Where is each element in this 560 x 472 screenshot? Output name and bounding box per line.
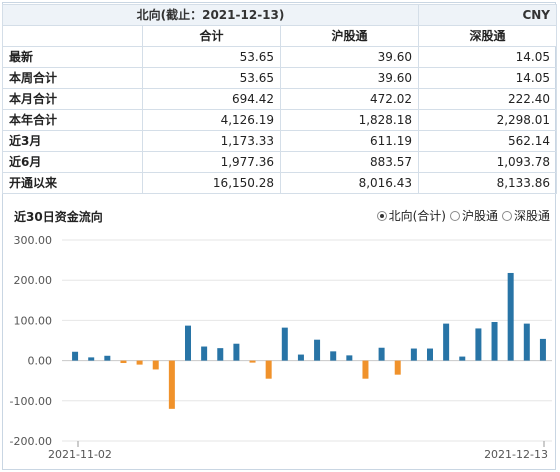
cell-shanghai: 1,828.18 [280, 109, 419, 131]
chart-bar [314, 339, 321, 361]
cell-shanghai: 472.02 [280, 88, 419, 110]
series-selector: 北向(合计) 沪股通 深股通 [376, 207, 550, 224]
chart-bar [104, 355, 111, 361]
chart-bar [330, 351, 337, 361]
column-header-shenzhen: 深股通 [418, 25, 557, 47]
cell-total: 1,173.33 [142, 130, 281, 152]
currency-label: CNY [418, 4, 557, 26]
chart-bar [217, 348, 224, 361]
chart-bar [249, 360, 256, 363]
column-header-shanghai: 沪股通 [280, 25, 419, 47]
x-tick-label-end: 2021-12-13 [484, 448, 548, 461]
chart-bar [346, 355, 353, 361]
table-row: 近3月 1,173.33 611.19 562.14 [2, 130, 557, 152]
table-row: 开通以来 16,150.28 8,016.43 8,133.86 [2, 172, 557, 194]
radio-icon[interactable] [501, 210, 512, 221]
chart-grid [62, 239, 552, 442]
table-row: 近6月 1,977.36 883.57 1,093.78 [2, 151, 557, 173]
cell-shanghai: 39.60 [280, 67, 419, 89]
chart-bar [265, 360, 272, 379]
cell-shenzhen: 1,093.78 [418, 151, 557, 173]
flow-table: 北向(截止：2021-12-13) CNY 合计 沪股通 深股通 最新 53.6… [2, 4, 557, 194]
chart-bar [491, 322, 498, 361]
cell-shanghai: 611.19 [280, 130, 419, 152]
chart-bar [88, 357, 95, 361]
row-label: 本年合计 [2, 109, 143, 131]
cell-shenzhen: 222.40 [418, 88, 557, 110]
chart-bar [297, 354, 304, 361]
cell-shenzhen: 14.05 [418, 67, 557, 89]
cell-shanghai: 39.60 [280, 46, 419, 68]
chart-bar [378, 347, 385, 361]
chart-bar [443, 323, 450, 361]
y-tick-label: 100.00 [14, 314, 53, 327]
radio-selected-icon[interactable] [376, 210, 387, 221]
cell-total: 53.65 [142, 46, 281, 68]
cell-total: 4,126.19 [142, 109, 281, 131]
chart-bar [427, 348, 433, 361]
chart-bar [185, 325, 191, 361]
chart-bars [72, 272, 546, 409]
x-axis: 2021-11-02 2021-12-13 [48, 441, 548, 461]
flow-bar-chart: 300.00 200.00 100.00 0.00 -100.00 -200.00 202… [10, 234, 552, 461]
chart-bar [410, 348, 417, 361]
chart-bar [523, 323, 530, 361]
row-label: 最新 [2, 46, 143, 68]
cell-total: 16,150.28 [142, 172, 281, 194]
chart-bar [507, 272, 514, 361]
cell-shenzhen: 2,298.01 [418, 109, 557, 131]
column-header-empty [2, 25, 143, 47]
option-northbound-total[interactable]: 北向(合计) [376, 207, 446, 224]
y-tick-label: -200.00 [10, 435, 52, 448]
cell-total: 53.65 [142, 67, 281, 89]
column-header-row: 合计 沪股通 深股通 [2, 25, 557, 47]
option-label: 深股通 [513, 209, 550, 223]
cell-shenzhen: 562.14 [418, 130, 557, 152]
cell-total: 1,977.36 [142, 151, 281, 173]
option-shanghai-connect[interactable]: 沪股通 [449, 207, 498, 224]
chart-bar [201, 346, 208, 361]
cell-shanghai: 8,016.43 [280, 172, 419, 194]
option-shenzhen-connect[interactable]: 深股通 [501, 207, 550, 224]
y-tick-label: -100.00 [10, 395, 52, 408]
option-label: 沪股通 [461, 209, 498, 223]
y-tick-label: 0.00 [28, 355, 53, 368]
cell-shenzhen: 14.05 [418, 46, 557, 68]
y-tick-label: 200.00 [14, 274, 53, 287]
chart-bar [233, 343, 240, 361]
chart-bar [394, 360, 401, 375]
table-title: 北向(截止：2021-12-13) [2, 4, 419, 26]
cell-shenzhen: 8,133.86 [418, 172, 557, 194]
y-tick-label: 300.00 [14, 234, 53, 247]
column-header-total: 合计 [142, 25, 281, 47]
row-label: 近6月 [2, 151, 143, 173]
chart-bar [136, 360, 143, 365]
chart-bar [362, 360, 369, 379]
table-row: 本月合计 694.42 472.02 222.40 [2, 88, 557, 110]
table-row: 本年合计 4,126.19 1,828.18 2,298.01 [2, 109, 557, 131]
chart-bar [152, 360, 159, 370]
row-label: 近3月 [2, 130, 143, 152]
table-header-row: 北向(截止：2021-12-13) CNY [2, 4, 557, 26]
table-row: 本周合计 53.65 39.60 14.05 [2, 67, 557, 89]
x-tick-label-start: 2021-11-02 [48, 448, 112, 461]
chart-title: 近30日资金流向 [14, 210, 103, 224]
cell-total: 694.42 [142, 88, 281, 110]
row-label: 开通以来 [2, 172, 143, 194]
chart-bar [120, 360, 127, 364]
row-label: 本月合计 [2, 88, 143, 110]
cell-shanghai: 883.57 [280, 151, 419, 173]
chart-bar [72, 351, 79, 361]
chart-bar [168, 360, 175, 409]
option-label: 北向(合计) [388, 209, 446, 223]
chart-bar [475, 328, 482, 361]
radio-icon[interactable] [449, 210, 460, 221]
table-row: 最新 53.65 39.60 14.05 [2, 46, 557, 68]
chart-bar [539, 338, 546, 361]
chart-bar [281, 327, 288, 361]
row-label: 本周合计 [2, 67, 143, 89]
chart-bar [459, 356, 466, 361]
y-axis: 300.00 200.00 100.00 0.00 -100.00 -200.00 [10, 234, 52, 448]
